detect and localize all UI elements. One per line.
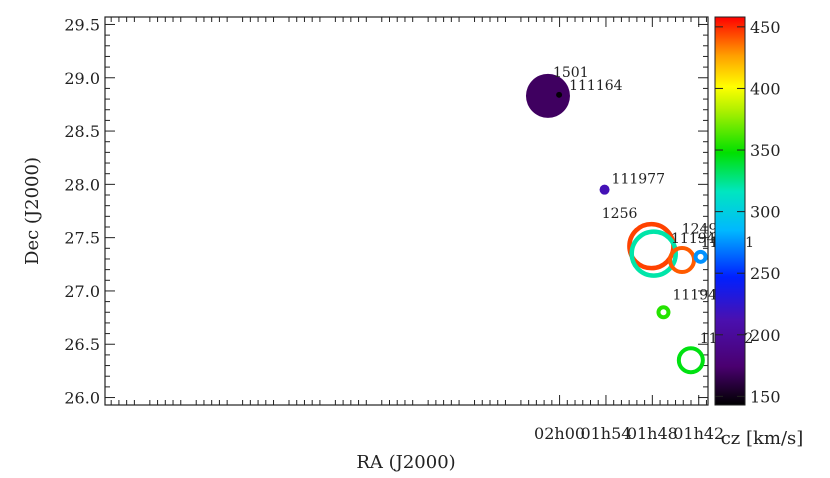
data-point: 111164 <box>556 78 623 98</box>
point-label: 1249 <box>682 222 718 238</box>
point-marker <box>629 229 678 278</box>
tick-labels: 26.026.527.027.528.028.529.029.502h0001h… <box>64 15 724 443</box>
data-point: 1249 <box>629 222 718 278</box>
y-axis-title: Dec (J2000) <box>22 157 43 265</box>
point-marker <box>525 73 570 118</box>
point-marker <box>556 91 563 98</box>
point-label: 111946 <box>672 287 726 303</box>
colorbar <box>714 16 746 406</box>
colorbar-ticks: 150 200 250 300 350 400 450 <box>715 18 781 406</box>
colorbar-tick-label: 300 <box>750 203 781 222</box>
data-point: 1501 <box>525 65 589 118</box>
x-tick-label: 01h48 <box>627 424 678 443</box>
y-tick-label: 26.5 <box>64 335 100 354</box>
x-axis-title: RA (J2000) <box>356 452 455 473</box>
y-tick-label: 28.0 <box>64 175 100 194</box>
y-tick-label: 28.5 <box>64 122 100 141</box>
point-marker <box>599 184 610 195</box>
point-marker <box>668 246 697 275</box>
y-tick-label: 27.0 <box>64 282 100 301</box>
point-label: 111945 <box>671 231 724 247</box>
colorbar-title: cz [km/s] <box>721 428 804 449</box>
point-marker <box>656 305 671 320</box>
axis-ticks <box>105 17 708 405</box>
point-label: 1256 <box>602 206 638 222</box>
x-tick-label: 02h00 <box>534 424 585 443</box>
point-marker <box>693 249 708 264</box>
data-point: 111946 <box>656 287 726 320</box>
point-marker <box>676 346 705 375</box>
point-label: 111164 <box>569 78 623 94</box>
colorbar-tick-label: 450 <box>750 18 781 37</box>
y-tick-label: 29.5 <box>64 15 100 34</box>
point-label: 111977 <box>612 172 665 188</box>
x-tick-label: 01h42 <box>673 424 724 443</box>
colorbar-tick-label: 350 <box>750 141 781 160</box>
colorbar-tick-label: 150 <box>750 387 781 406</box>
point-label: 1501 <box>553 65 589 81</box>
y-tick-label: 27.5 <box>64 229 100 248</box>
colorbar-tick-label: 200 <box>750 326 781 345</box>
y-tick-label: 29.0 <box>64 69 100 88</box>
data-point: 111945 <box>668 231 724 275</box>
x-tick-label: 01h54 <box>580 424 631 443</box>
plot-frame <box>104 16 709 406</box>
data-point: 111977 <box>599 172 665 195</box>
colorbar-tick-label: 250 <box>750 264 781 283</box>
y-tick-label: 26.0 <box>64 389 100 408</box>
colorbar-tick-label: 400 <box>750 79 781 98</box>
